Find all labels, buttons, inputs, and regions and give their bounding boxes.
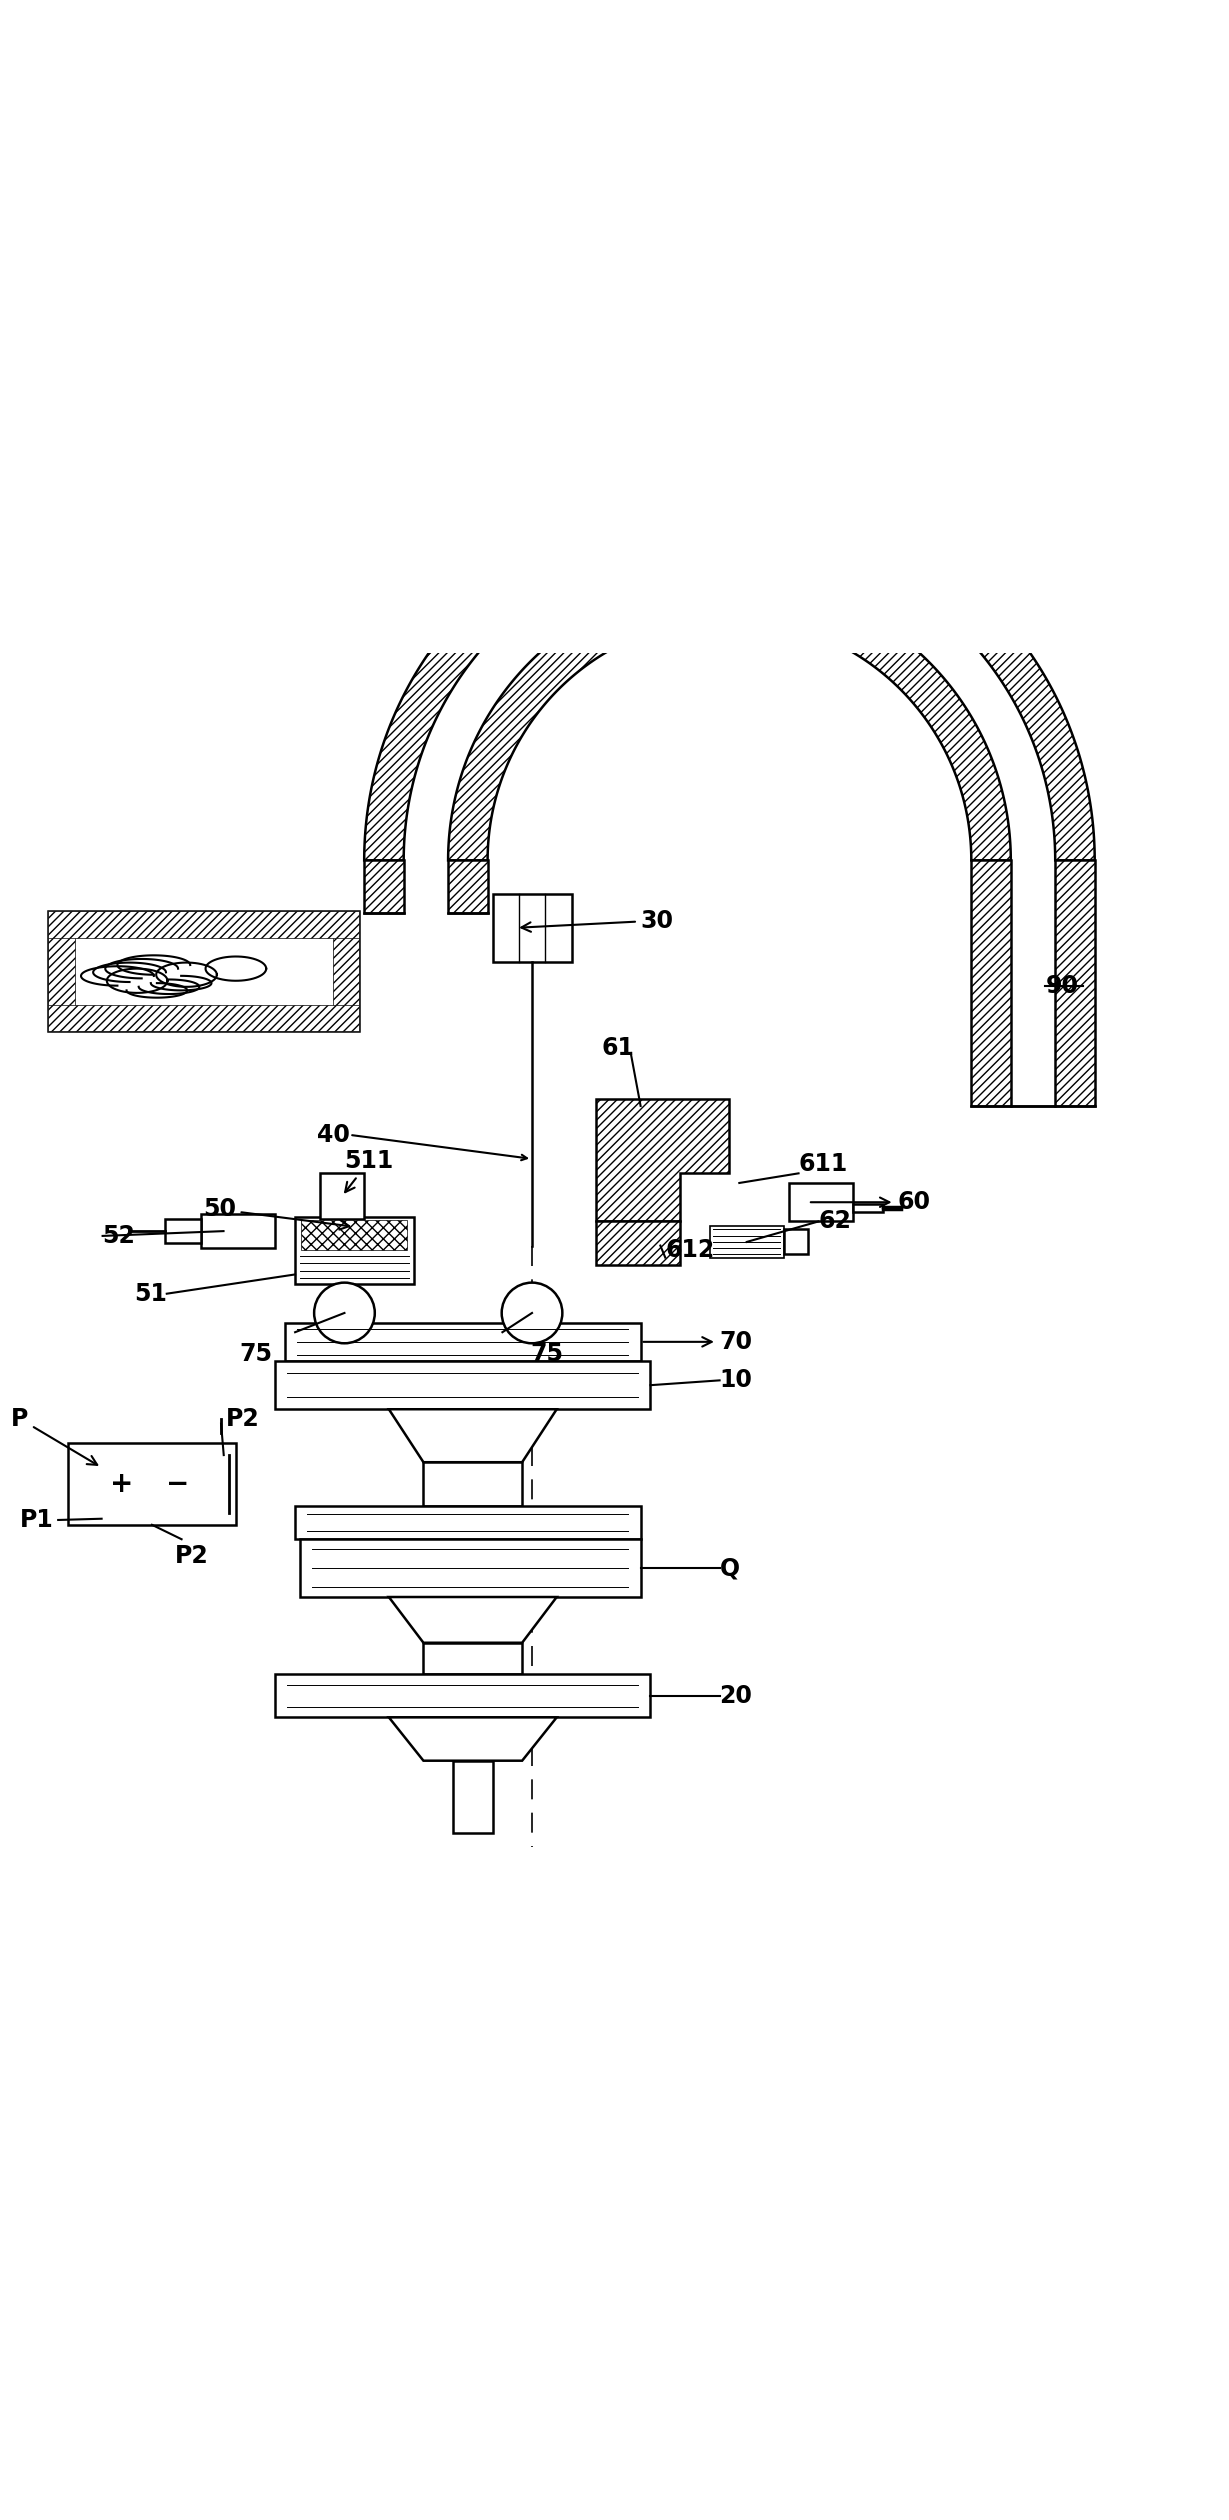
Bar <box>202 1215 275 1247</box>
Text: −: − <box>166 1469 189 1497</box>
Bar <box>165 1220 202 1242</box>
Bar <box>784 1230 807 1255</box>
Circle shape <box>315 1283 375 1343</box>
Text: 511: 511 <box>344 1149 393 1192</box>
Text: 60: 60 <box>811 1189 930 1215</box>
Text: 70: 70 <box>644 1331 752 1353</box>
Bar <box>789 1182 853 1222</box>
Text: 30: 30 <box>521 910 673 932</box>
Bar <box>48 910 359 1031</box>
Text: 611: 611 <box>799 1152 848 1177</box>
Bar <box>48 910 359 937</box>
Bar <box>295 1504 640 1540</box>
Text: 612: 612 <box>665 1237 714 1263</box>
Bar <box>301 1220 408 1250</box>
Polygon shape <box>449 859 488 912</box>
Bar <box>285 1323 640 1361</box>
Bar <box>493 895 571 963</box>
Bar <box>424 1643 522 1673</box>
Polygon shape <box>388 1409 557 1462</box>
Bar <box>275 1673 650 1716</box>
Text: 51: 51 <box>134 1283 167 1305</box>
Bar <box>300 1540 640 1598</box>
Text: 75: 75 <box>531 1341 563 1366</box>
Polygon shape <box>388 1716 557 1761</box>
Text: 52: 52 <box>102 1225 135 1247</box>
Bar <box>68 1444 236 1525</box>
Text: 90: 90 <box>1046 973 1078 998</box>
Polygon shape <box>364 859 403 912</box>
Bar <box>709 1227 784 1257</box>
Polygon shape <box>1056 859 1095 1106</box>
Bar <box>48 1005 359 1031</box>
Polygon shape <box>449 580 1010 859</box>
Text: 10: 10 <box>720 1368 752 1394</box>
Text: 75: 75 <box>240 1341 272 1366</box>
Bar <box>333 910 359 1031</box>
Text: 20: 20 <box>720 1683 752 1709</box>
Text: 50: 50 <box>203 1197 349 1230</box>
Text: P2: P2 <box>175 1545 209 1567</box>
Text: P: P <box>11 1406 97 1464</box>
Bar <box>275 1361 650 1409</box>
Bar <box>295 1217 414 1285</box>
Text: P2: P2 <box>226 1406 259 1431</box>
Text: Q: Q <box>720 1557 740 1580</box>
Polygon shape <box>364 494 1095 859</box>
Bar <box>320 1174 364 1220</box>
Polygon shape <box>596 1099 730 1222</box>
Bar <box>424 1462 522 1504</box>
Text: 40: 40 <box>317 1124 349 1147</box>
Polygon shape <box>388 1598 557 1643</box>
Bar <box>853 1205 884 1212</box>
Bar <box>454 1761 493 1832</box>
Bar <box>48 910 75 1031</box>
Text: 62: 62 <box>819 1210 852 1232</box>
Text: 61: 61 <box>601 1036 634 1061</box>
Polygon shape <box>596 1222 680 1265</box>
Text: +: + <box>111 1469 134 1497</box>
Circle shape <box>501 1283 563 1343</box>
Text: P1: P1 <box>20 1507 53 1532</box>
Polygon shape <box>971 859 1010 1106</box>
